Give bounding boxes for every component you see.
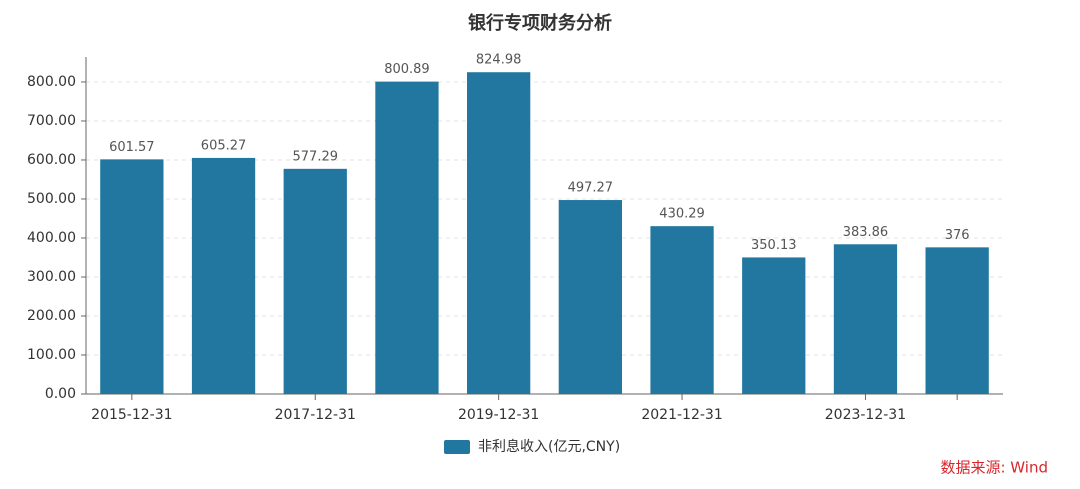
bar bbox=[375, 81, 439, 395]
value-label: 601.57 bbox=[109, 140, 155, 155]
value-label: 383.86 bbox=[843, 225, 889, 240]
legend-swatch bbox=[444, 440, 470, 454]
bar bbox=[925, 247, 989, 394]
bar bbox=[558, 200, 622, 394]
bar bbox=[191, 157, 256, 394]
y-tick-label: 300.00 bbox=[27, 269, 76, 285]
value-label: 577.29 bbox=[293, 149, 339, 164]
x-tick-label: 2015-12-31 bbox=[91, 407, 172, 423]
x-tick-label: 2023-12-31 bbox=[825, 407, 906, 423]
y-tick-label: 0.00 bbox=[45, 386, 76, 402]
y-tick-label: 200.00 bbox=[27, 308, 76, 324]
value-label: 350.13 bbox=[751, 238, 797, 253]
bar bbox=[100, 159, 164, 394]
value-label: 430.29 bbox=[659, 207, 705, 222]
legend-label: 非利息收入(亿元,CNY) bbox=[478, 438, 620, 455]
value-label: 376 bbox=[945, 228, 970, 243]
value-label: 497.27 bbox=[568, 181, 614, 196]
bar bbox=[742, 257, 806, 394]
x-tick-label: 2019-12-31 bbox=[458, 407, 539, 423]
chart-title: 银行专项财务分析 bbox=[468, 12, 612, 34]
y-tick-label: 100.00 bbox=[27, 347, 76, 363]
x-tick-label: 2021-12-31 bbox=[641, 407, 722, 423]
bar bbox=[467, 72, 531, 394]
bar bbox=[833, 244, 898, 394]
bar bbox=[650, 226, 714, 394]
y-tick-label: 500.00 bbox=[27, 191, 76, 207]
y-tick-label: 800.00 bbox=[27, 74, 76, 90]
value-label: 824.98 bbox=[476, 53, 522, 68]
y-tick-label: 700.00 bbox=[27, 113, 76, 129]
y-tick-label: 600.00 bbox=[27, 152, 76, 168]
value-label: 605.27 bbox=[201, 138, 247, 153]
bar bbox=[283, 168, 347, 394]
y-tick-label: 400.00 bbox=[27, 230, 76, 246]
source-note: 数据来源: Wind bbox=[940, 459, 1048, 477]
value-label: 800.89 bbox=[384, 62, 430, 77]
x-tick-label: 2017-12-31 bbox=[275, 407, 356, 423]
